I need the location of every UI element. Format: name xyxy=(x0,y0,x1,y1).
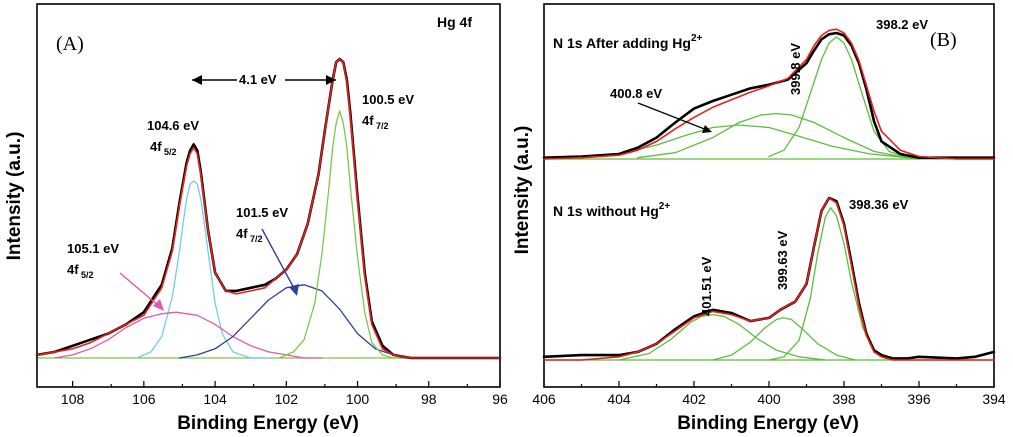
upper-peak-400-8-arrow-head xyxy=(702,125,712,133)
panel-b-x-axis-title: Binding Energy (eV) xyxy=(677,413,859,434)
panel-a-x-tick-label: 104 xyxy=(203,391,227,407)
panel-a-fit-component-line xyxy=(278,110,409,359)
peak-100-5-orbital-sub: 7/2 xyxy=(376,121,389,131)
lower-peak-398-36-label: 398.36 eV xyxy=(849,197,909,212)
peak-100-5-label: 100.5 eV xyxy=(362,92,414,107)
panel-a-frame xyxy=(36,3,501,388)
lower-fit-component-line xyxy=(712,317,856,361)
upper-peak-399-8-label: 399.8 eV xyxy=(788,43,803,95)
panel-a-fit-component-line xyxy=(54,311,323,359)
lower-experimental-line xyxy=(542,196,996,360)
panel-a: 108 106 104 102 100 98 96 (A) Hg 4f 4.1 eV 104… xyxy=(4,3,508,434)
peak-100-5-orbital: 4f xyxy=(362,113,374,128)
panel-b-x-tick-label: 400 xyxy=(757,391,781,407)
panel-a-title: Hg 4f xyxy=(437,14,472,30)
panel-a-series xyxy=(35,57,502,360)
peak-101-5-orbital-sub: 7/2 xyxy=(250,234,263,244)
lower-envelope-line xyxy=(543,197,995,361)
panel-a-fit-component-line xyxy=(178,284,430,359)
panel-b-x-tick-label: 406 xyxy=(532,391,556,407)
peak-105-1-arrow-head xyxy=(153,299,164,311)
panel-a-x-tick-label: 106 xyxy=(132,391,156,407)
peak-105-1-arrow xyxy=(119,272,161,308)
panel-a-x-tick-label: 102 xyxy=(275,391,299,407)
panel-a-x-ticks: 108 106 104 102 100 98 96 xyxy=(61,381,508,407)
upper-peak-400-8-label: 400.8 eV xyxy=(610,86,662,101)
panel-b-label: (B) xyxy=(930,29,957,51)
split-arrow-right-head xyxy=(326,75,336,85)
panel-a-fit-component-line xyxy=(136,180,270,359)
peak-105-1-orbital: 4f xyxy=(67,262,79,277)
panel-b-y-axis-title: Intensity (a.u.) xyxy=(512,126,533,255)
split-label: 4.1 eV xyxy=(239,72,277,87)
panel-b-x-tick-label: 396 xyxy=(907,391,931,407)
panel-b-x-ticks: 406 404 402 400 398 396 394 xyxy=(532,381,1006,407)
peak-101-5-label: 101.5 eV xyxy=(236,205,288,220)
peak-105-1-label: 105.1 eV xyxy=(67,241,119,256)
panel-a-x-tick-label: 108 xyxy=(61,391,85,407)
panel-a-x-tick-label: 100 xyxy=(346,391,370,407)
upper-subplot-label: N 1s After adding Hg2+ xyxy=(553,33,702,51)
panel-a-x-tick-label: 96 xyxy=(492,391,508,407)
panel-b-series xyxy=(542,28,996,361)
upper-experimental-line xyxy=(542,31,996,159)
peak-105-1-orbital-sub: 5/2 xyxy=(81,270,94,280)
lower-subplot-label: N 1s without Hg2+ xyxy=(553,201,670,219)
panel-a-x-tick-label: 98 xyxy=(421,391,437,407)
upper-envelope-line xyxy=(543,28,995,160)
peak-101-5-orbital: 4f xyxy=(236,226,248,241)
upper-fit-component-line xyxy=(580,124,939,160)
panel-a-label: (A) xyxy=(56,33,84,55)
panel-a-x-axis-title: Binding Energy (eV) xyxy=(177,413,359,434)
panel-b-x-tick-label: 402 xyxy=(682,391,706,407)
peak-104-6-label: 104.6 eV xyxy=(147,118,199,133)
panel-b-x-tick-label: 394 xyxy=(982,391,1006,407)
lower-fit-component-line xyxy=(618,313,826,361)
upper-fit-component-line xyxy=(637,112,939,160)
peak-101-5-arrow-head xyxy=(289,284,299,296)
upper-peak-398-2-label: 398.2 eV xyxy=(876,17,928,32)
panel-b: 406 404 402 400 398 396 394 (B) N 1s After add… xyxy=(512,3,1006,434)
lower-peak-399-63-label: 399.63 eV xyxy=(775,230,790,290)
peak-104-6-orbital-sub: 5/2 xyxy=(164,147,177,157)
panel-b-x-tick-label: 398 xyxy=(832,391,856,407)
panel-a-y-axis-title: Intensity (a.u.) xyxy=(4,132,25,261)
upper-peak-400-8-arrow xyxy=(637,102,708,131)
panel-b-x-tick-label: 404 xyxy=(607,391,631,407)
lower-peak-401-51-label: 401.51 eV xyxy=(699,256,714,316)
upper-fit-component-line xyxy=(768,36,920,160)
split-arrow-left-head xyxy=(192,75,202,85)
panel-a-envelope-line xyxy=(36,58,501,359)
panel-b-frame xyxy=(543,3,995,388)
peak-104-6-orbital: 4f xyxy=(150,139,162,154)
split-label-bg xyxy=(237,72,285,87)
peak-101-5-arrow xyxy=(261,228,297,293)
